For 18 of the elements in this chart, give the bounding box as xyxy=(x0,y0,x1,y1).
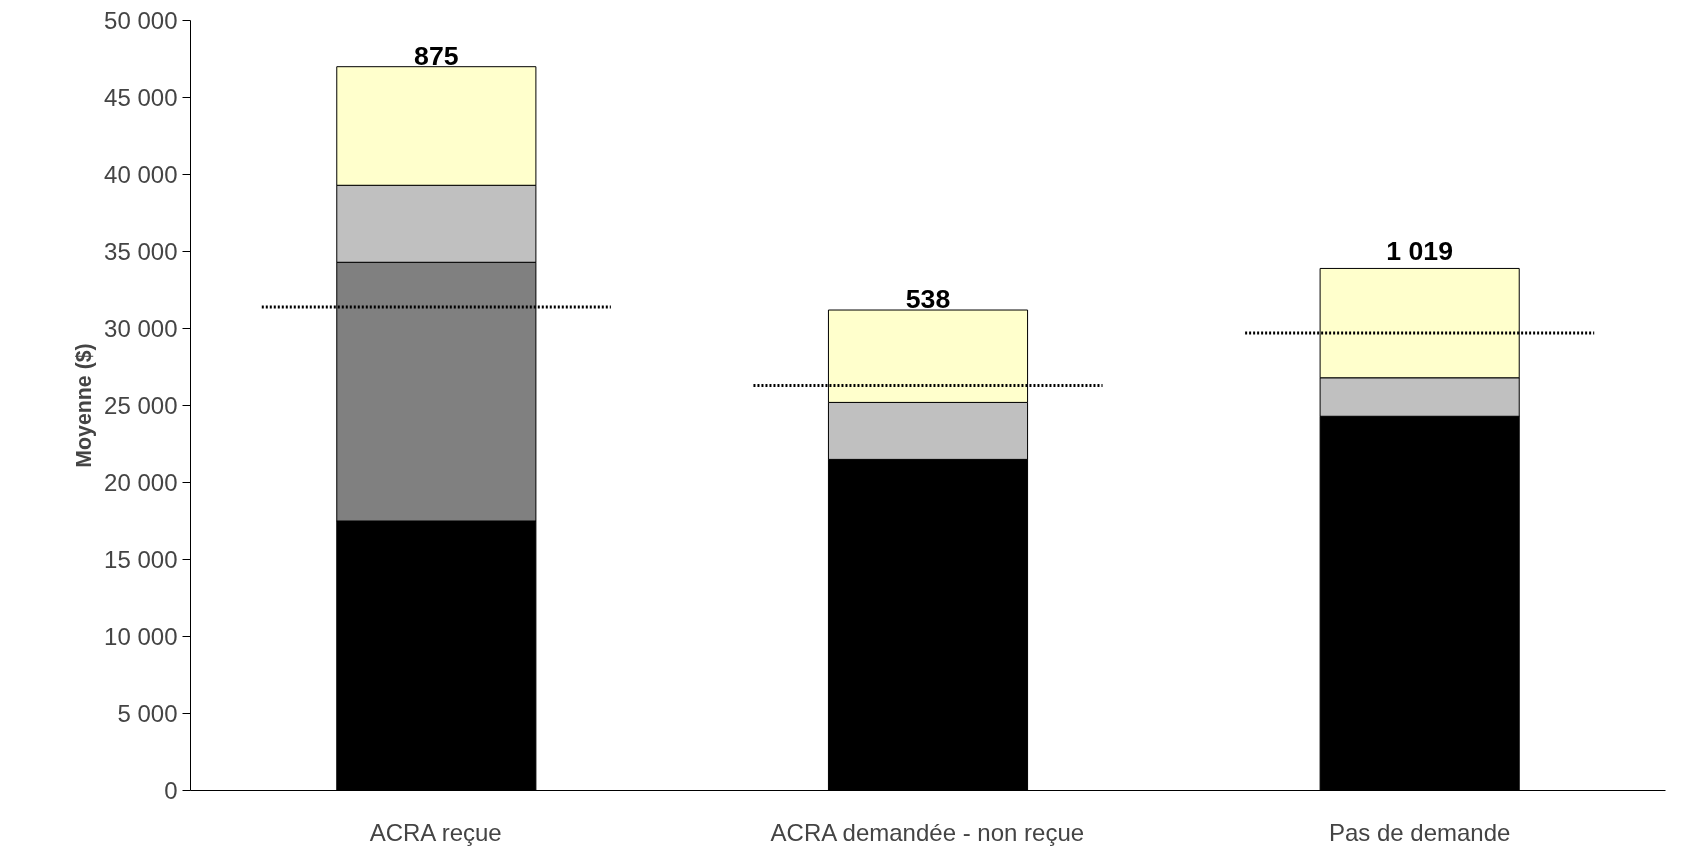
annotation: 1 019 xyxy=(1386,236,1454,267)
y-tick-label: 25 000 xyxy=(104,392,178,419)
x-tick-label: ACRA demandée - non reçue xyxy=(770,818,1085,846)
y-tick-label: 5 000 xyxy=(117,700,178,727)
x-tick-label: Pas de demande xyxy=(1328,818,1511,846)
y-tick-label: 10 000 xyxy=(104,623,178,650)
y-tick-label: 30 000 xyxy=(104,315,178,342)
x-tick-label: ACRA reçue xyxy=(369,818,502,846)
y-tick-label: 50 000 xyxy=(104,7,178,34)
y-axis-title: Moyenne ($) xyxy=(72,343,97,468)
y-tick-label: 0 xyxy=(164,777,178,804)
annotation: 875 xyxy=(414,40,459,71)
y-tick-label: 45 000 xyxy=(104,84,178,111)
y-tick-label: 20 000 xyxy=(104,469,178,496)
y-tick-label: 40 000 xyxy=(104,161,178,188)
y-tick-label: 15 000 xyxy=(104,546,178,573)
annotation: 538 xyxy=(905,284,951,315)
y-tick-label: 35 000 xyxy=(104,238,178,265)
